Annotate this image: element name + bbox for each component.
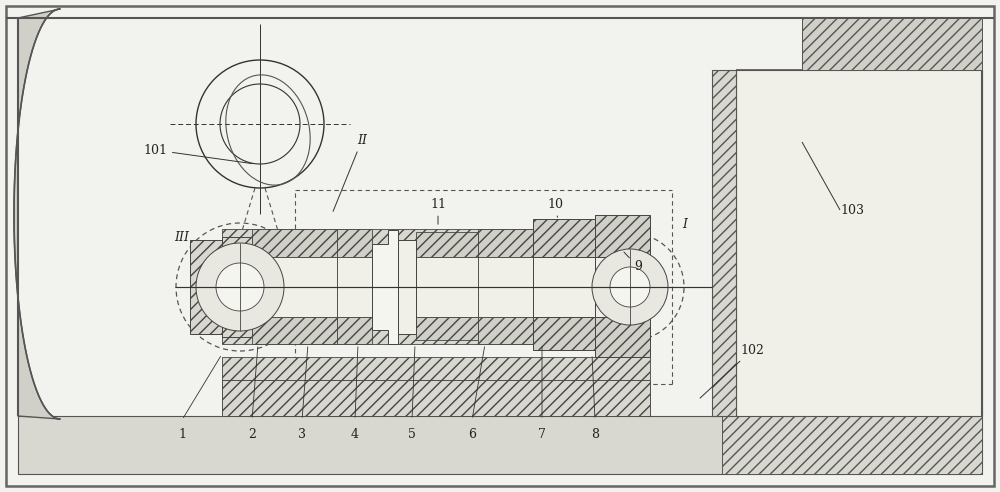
- Text: 6: 6: [468, 428, 476, 440]
- Bar: [595, 317, 650, 357]
- Text: III: III: [175, 230, 190, 244]
- Bar: [202, 272, 222, 302]
- Bar: [252, 257, 337, 317]
- Bar: [222, 229, 604, 257]
- Bar: [478, 317, 533, 344]
- Text: 9: 9: [624, 252, 642, 274]
- Bar: [722, 416, 982, 474]
- Text: I: I: [682, 217, 688, 230]
- Text: 5: 5: [408, 428, 416, 440]
- Bar: [416, 257, 478, 317]
- Text: 11: 11: [430, 197, 446, 224]
- Bar: [222, 357, 650, 380]
- Bar: [736, 70, 982, 416]
- Bar: [533, 257, 595, 317]
- Text: 2: 2: [248, 428, 256, 440]
- Text: 4: 4: [351, 428, 359, 440]
- Circle shape: [196, 243, 284, 331]
- Bar: [533, 317, 595, 350]
- Circle shape: [216, 263, 264, 311]
- Circle shape: [610, 267, 650, 307]
- Bar: [478, 257, 533, 317]
- Text: 103: 103: [840, 204, 864, 216]
- Text: 101: 101: [143, 144, 252, 164]
- Bar: [802, 18, 982, 70]
- Text: 3: 3: [298, 428, 306, 440]
- Bar: [712, 70, 736, 416]
- Text: 8: 8: [591, 428, 599, 440]
- Bar: [337, 317, 372, 344]
- Bar: [398, 240, 416, 334]
- Circle shape: [592, 249, 668, 325]
- Bar: [18, 416, 982, 474]
- Bar: [252, 229, 337, 257]
- Bar: [533, 219, 595, 257]
- Bar: [222, 380, 650, 416]
- Bar: [478, 229, 533, 257]
- Bar: [337, 257, 372, 317]
- Text: 7: 7: [538, 428, 546, 440]
- Bar: [595, 257, 650, 317]
- Polygon shape: [372, 230, 398, 344]
- Text: II: II: [333, 133, 367, 212]
- Text: 102: 102: [700, 343, 764, 398]
- Bar: [222, 380, 650, 416]
- Text: 10: 10: [547, 197, 563, 217]
- Polygon shape: [14, 9, 60, 419]
- Bar: [222, 317, 604, 344]
- Bar: [416, 317, 478, 340]
- Bar: [595, 215, 650, 257]
- Text: 1: 1: [178, 428, 186, 440]
- Bar: [337, 229, 372, 257]
- Bar: [222, 257, 604, 317]
- Bar: [190, 240, 222, 334]
- Bar: [595, 230, 650, 344]
- Bar: [222, 237, 252, 337]
- Bar: [252, 317, 337, 344]
- Bar: [416, 232, 478, 257]
- Bar: [202, 268, 222, 306]
